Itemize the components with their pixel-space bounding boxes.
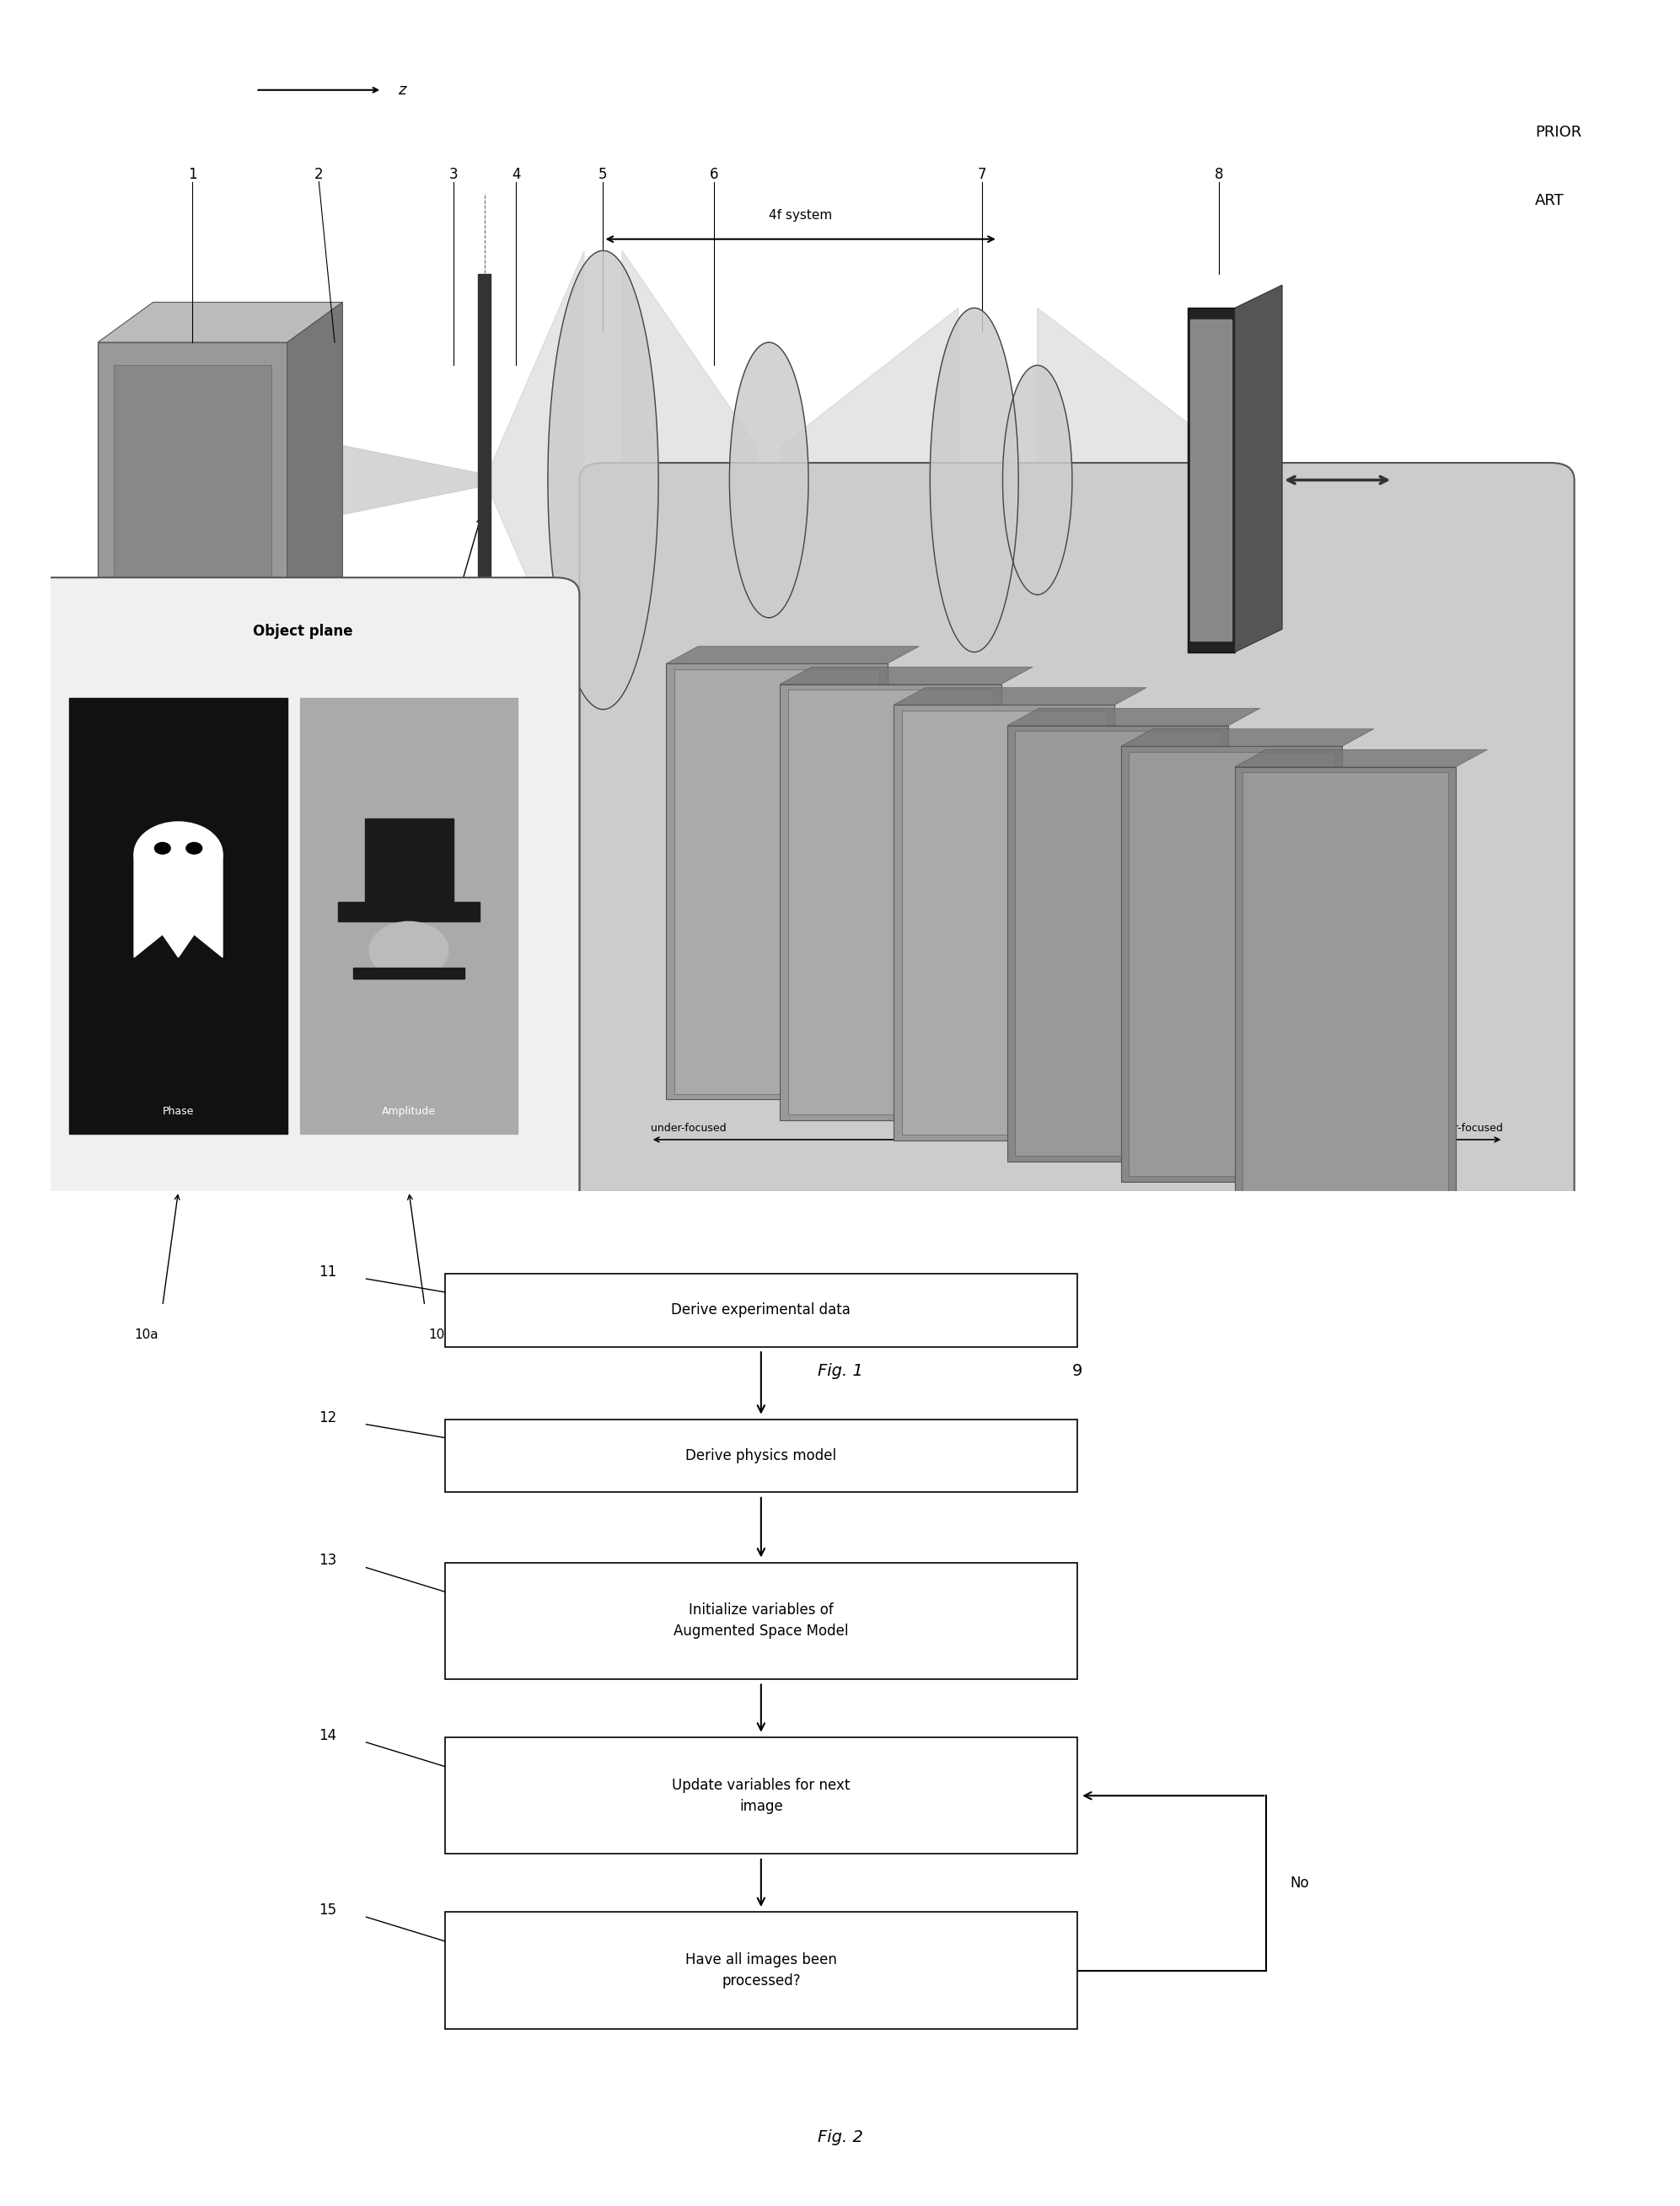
Bar	[674, 668, 880, 1094]
Polygon shape	[97, 302, 343, 342]
Text: over-focused: over-focused	[1435, 1123, 1504, 1134]
Circle shape	[186, 843, 202, 854]
Bar	[1121, 746, 1342, 1182]
Bar	[667, 664, 887, 1099]
Text: 14: 14	[319, 1727, 336, 1743]
Circle shape	[155, 843, 170, 854]
Text: Object plane: Object plane	[254, 624, 353, 638]
Polygon shape	[365, 818, 454, 902]
Bar	[301, 697, 517, 1134]
Text: Fig. 1: Fig. 1	[816, 1363, 864, 1379]
Text: Initialize variables of
Augmented Space Model: Initialize variables of Augmented Space …	[674, 1604, 848, 1639]
Text: Derive physics model: Derive physics model	[685, 1449, 837, 1463]
Bar	[1129, 752, 1334, 1176]
Polygon shape	[484, 251, 585, 710]
Text: 1: 1	[188, 168, 197, 181]
Text: Intensity images: Intensity images	[1016, 1121, 1137, 1134]
Text: 13: 13	[319, 1553, 336, 1568]
FancyBboxPatch shape	[27, 578, 580, 1209]
Bar	[97, 342, 287, 618]
Text: 3: 3	[449, 168, 457, 181]
Text: 11: 11	[319, 1264, 336, 1279]
Text: No: No	[1290, 1875, 1309, 1891]
Bar	[788, 690, 993, 1114]
Polygon shape	[622, 251, 756, 710]
Bar	[114, 366, 272, 596]
Text: Fig. 2: Fig. 2	[816, 2129, 864, 2144]
Circle shape	[370, 922, 449, 979]
Polygon shape	[287, 302, 343, 618]
Bar	[780, 684, 1001, 1121]
Text: 15: 15	[319, 1902, 336, 1917]
FancyBboxPatch shape	[445, 1562, 1077, 1679]
Text: 10b: 10b	[428, 1328, 452, 1341]
Text: 8: 8	[1215, 168, 1223, 181]
Bar	[1235, 768, 1457, 1202]
Text: under-focused: under-focused	[650, 1123, 726, 1134]
Text: 12: 12	[319, 1410, 336, 1425]
Polygon shape	[548, 251, 659, 710]
Text: ART: ART	[1536, 194, 1564, 207]
Polygon shape	[353, 968, 464, 979]
FancyBboxPatch shape	[445, 1913, 1077, 2030]
FancyBboxPatch shape	[445, 1421, 1077, 1491]
Polygon shape	[931, 309, 1018, 653]
Polygon shape	[729, 342, 808, 618]
Text: 10a: 10a	[134, 1328, 160, 1341]
FancyBboxPatch shape	[580, 463, 1574, 1209]
Text: Phase: Phase	[163, 1105, 195, 1116]
Polygon shape	[1191, 320, 1231, 640]
Polygon shape	[1037, 309, 1188, 653]
Polygon shape	[1003, 366, 1072, 596]
Polygon shape	[134, 854, 222, 957]
Circle shape	[134, 823, 222, 887]
Polygon shape	[894, 688, 1146, 706]
Bar	[1243, 772, 1448, 1198]
Bar	[1008, 726, 1228, 1160]
Polygon shape	[1008, 708, 1260, 726]
Polygon shape	[343, 446, 484, 514]
Bar	[479, 274, 491, 686]
Polygon shape	[780, 666, 1033, 684]
Polygon shape	[1121, 728, 1374, 746]
Text: Have all images been
processed?: Have all images been processed?	[685, 1952, 837, 1988]
Text: PRIOR: PRIOR	[1536, 124, 1581, 139]
Text: z: z	[398, 82, 407, 97]
Text: Derive experimental data: Derive experimental data	[672, 1304, 850, 1317]
Text: 4f system: 4f system	[769, 210, 832, 223]
Polygon shape	[1235, 285, 1282, 653]
FancyBboxPatch shape	[445, 1273, 1077, 1346]
Polygon shape	[1235, 750, 1487, 768]
Bar	[1015, 730, 1221, 1156]
Text: 6: 6	[709, 168, 717, 181]
Text: 5: 5	[598, 168, 608, 181]
Polygon shape	[667, 646, 919, 664]
Text: Amplitude: Amplitude	[381, 1105, 435, 1116]
Text: Update variables for next
image: Update variables for next image	[672, 1778, 850, 1813]
Text: 4: 4	[512, 168, 521, 181]
Text: 7: 7	[978, 168, 986, 181]
Bar	[902, 710, 1107, 1136]
Polygon shape	[338, 902, 480, 922]
Polygon shape	[781, 309, 958, 653]
FancyBboxPatch shape	[445, 1738, 1077, 1853]
Text: 9: 9	[1072, 1363, 1082, 1379]
Polygon shape	[1188, 309, 1235, 653]
Bar	[894, 706, 1116, 1141]
Bar	[69, 697, 287, 1134]
Text: 2: 2	[314, 168, 323, 181]
